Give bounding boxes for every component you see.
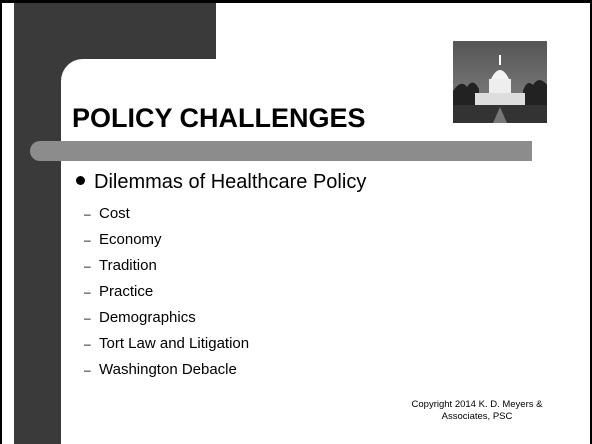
divider-bar (30, 141, 532, 161)
sub-item: Economy (84, 229, 249, 255)
copyright-line: Associates, PSC (402, 411, 552, 423)
copyright: Copyright 2014 K. D. Meyers &Associates,… (402, 399, 552, 423)
sub-item: Tradition (84, 255, 249, 281)
sub-item: Tort Law and Litigation (84, 333, 249, 359)
copyright-line: Copyright 2014 K. D. Meyers & (402, 399, 552, 411)
sub-item: Cost (84, 203, 249, 229)
sub-item: Demographics (84, 307, 249, 333)
sub-item: Washington Debacle (84, 359, 249, 385)
sub-item: Practice (84, 281, 249, 307)
capitol-photo (453, 41, 547, 123)
slide: POLICY CHALLENGES Dilemmas of Healthcare… (0, 0, 592, 444)
bullet-text: Dilemmas of Healthcare Policy (94, 171, 366, 193)
bullet-dot (76, 176, 85, 185)
slide-title: POLICY CHALLENGES (72, 103, 366, 134)
page: POLICY CHALLENGES Dilemmas of Healthcare… (0, 0, 592, 444)
main-bullet: Dilemmas of Healthcare Policy (76, 171, 366, 194)
sub-list: CostEconomyTraditionPracticeDemographics… (84, 203, 249, 385)
